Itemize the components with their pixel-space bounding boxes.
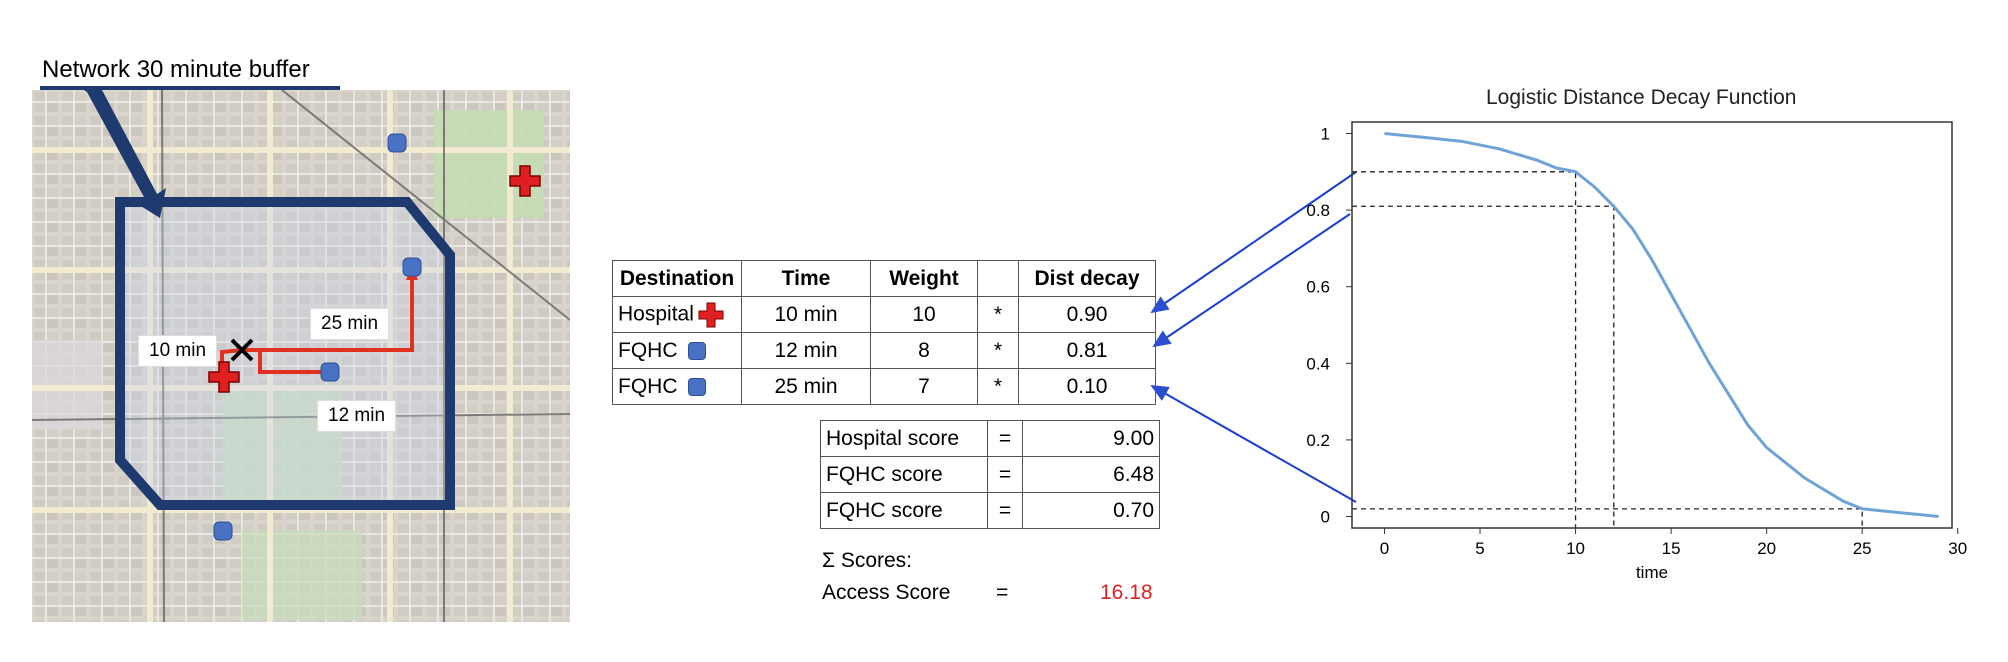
y-tick-label: 0.4 (1306, 354, 1330, 373)
x-axis-label: time (1636, 563, 1668, 582)
table-row: FQHC score = 6.48 (820, 456, 1160, 493)
header-time: Time (741, 260, 871, 297)
destination-cell: FQHC (612, 368, 742, 405)
operator-cell: * (977, 296, 1019, 333)
y-tick-label: 0.2 (1306, 431, 1330, 450)
table-row: FQHC 25 min 7 * 0.10 (612, 368, 1156, 405)
origin-x-mark-icon (230, 338, 254, 362)
score-equals: = (987, 492, 1023, 529)
blue-square-icon (687, 341, 706, 360)
hospital-time-label: 10 min (138, 335, 218, 367)
header-weight: Weight (870, 260, 978, 297)
score-label: FQHC score (820, 492, 988, 529)
x-ticks: 0 5 10 15 20 25 30 (1380, 528, 1967, 558)
red-cross-icon (698, 302, 724, 327)
weight-cell: 10 (870, 296, 978, 333)
score-label: FQHC score (820, 456, 988, 493)
y-tick-label: 0 (1321, 508, 1330, 527)
x-tick-label: 25 (1853, 539, 1872, 558)
y-tick-label: 1 (1321, 124, 1330, 143)
table-row: Hospital score = 9.00 (820, 420, 1160, 457)
guide-lines (1352, 171, 1863, 528)
chart-title: Logistic Distance Decay Function (1486, 86, 1797, 109)
x-tick-label: 10 (1566, 539, 1585, 558)
access-score-value: 16.18 (1100, 581, 1153, 604)
destination-name: Hospital (618, 302, 694, 326)
header-dist-decay: Dist decay (1018, 260, 1156, 297)
y-tick-label: 0.8 (1306, 201, 1330, 220)
fqhc-marker-far (402, 257, 422, 277)
blue-square-icon (687, 377, 706, 396)
x-tick-label: 30 (1948, 539, 1967, 558)
score-value: 0.70 (1022, 492, 1160, 529)
arrow-fqhc-near-decay (1152, 213, 1351, 348)
score-equals: = (987, 456, 1023, 493)
fqhc-far-time-label: 25 min (310, 308, 390, 340)
fqhc-near-time-label: 12 min (317, 400, 397, 432)
guide-line-0 (1352, 171, 1577, 528)
score-label: Hospital score (820, 420, 988, 457)
x-tick-label: 15 (1662, 539, 1681, 558)
plot-frame (1351, 121, 1953, 529)
time-cell: 10 min (741, 296, 871, 333)
hospital-marker-top (509, 165, 541, 197)
score-table: Hospital score = 9.00 FQHC score = 6.48 … (820, 420, 1160, 529)
guide-line-2 (1352, 508, 1863, 528)
map-caption: Network 30 minute buffer (42, 56, 310, 83)
x-tick-label: 5 (1475, 539, 1484, 558)
decay-cell: 0.10 (1018, 368, 1156, 405)
decay-curve-line (1384, 132, 1939, 518)
arrow-hospital-decay (1150, 171, 1357, 314)
table-row: Hospital 10 min 10 * 0.90 (612, 296, 1156, 333)
y-ticks: 0 0.2 0.4 0.6 0.8 1 (1306, 124, 1352, 527)
fqhc-marker-near (320, 362, 340, 382)
fqhc-marker-bottom (213, 521, 233, 541)
y-tick-label: 0.6 (1306, 278, 1330, 297)
arrow-fqhc-far-decay (1150, 385, 1357, 503)
decay-cell: 0.81 (1018, 332, 1156, 369)
access-score-label: Access Score (822, 581, 951, 604)
destination-table: Destination Time Weight Dist decay Hospi… (612, 260, 1156, 405)
operator-cell: * (977, 368, 1019, 405)
destination-name: FQHC (618, 338, 678, 362)
x-tick-label: 20 (1757, 539, 1776, 558)
destination-name: FQHC (618, 374, 678, 398)
decay-chart: 0 5 10 15 20 25 30 0 0.2 0.4 0.6 0.8 1 time (1306, 121, 1967, 582)
time-cell: 25 min (741, 368, 871, 405)
hospital-marker (208, 361, 240, 393)
access-score-equals: = (996, 581, 1009, 604)
sum-scores-label: Σ Scores: (822, 549, 913, 572)
table-row: FQHC score = 0.70 (820, 492, 1160, 529)
guide-line-1 (1352, 205, 1615, 528)
caption-underline (40, 86, 340, 93)
x-tick-label: 0 (1380, 539, 1389, 558)
fqhc-marker-top (387, 133, 407, 153)
